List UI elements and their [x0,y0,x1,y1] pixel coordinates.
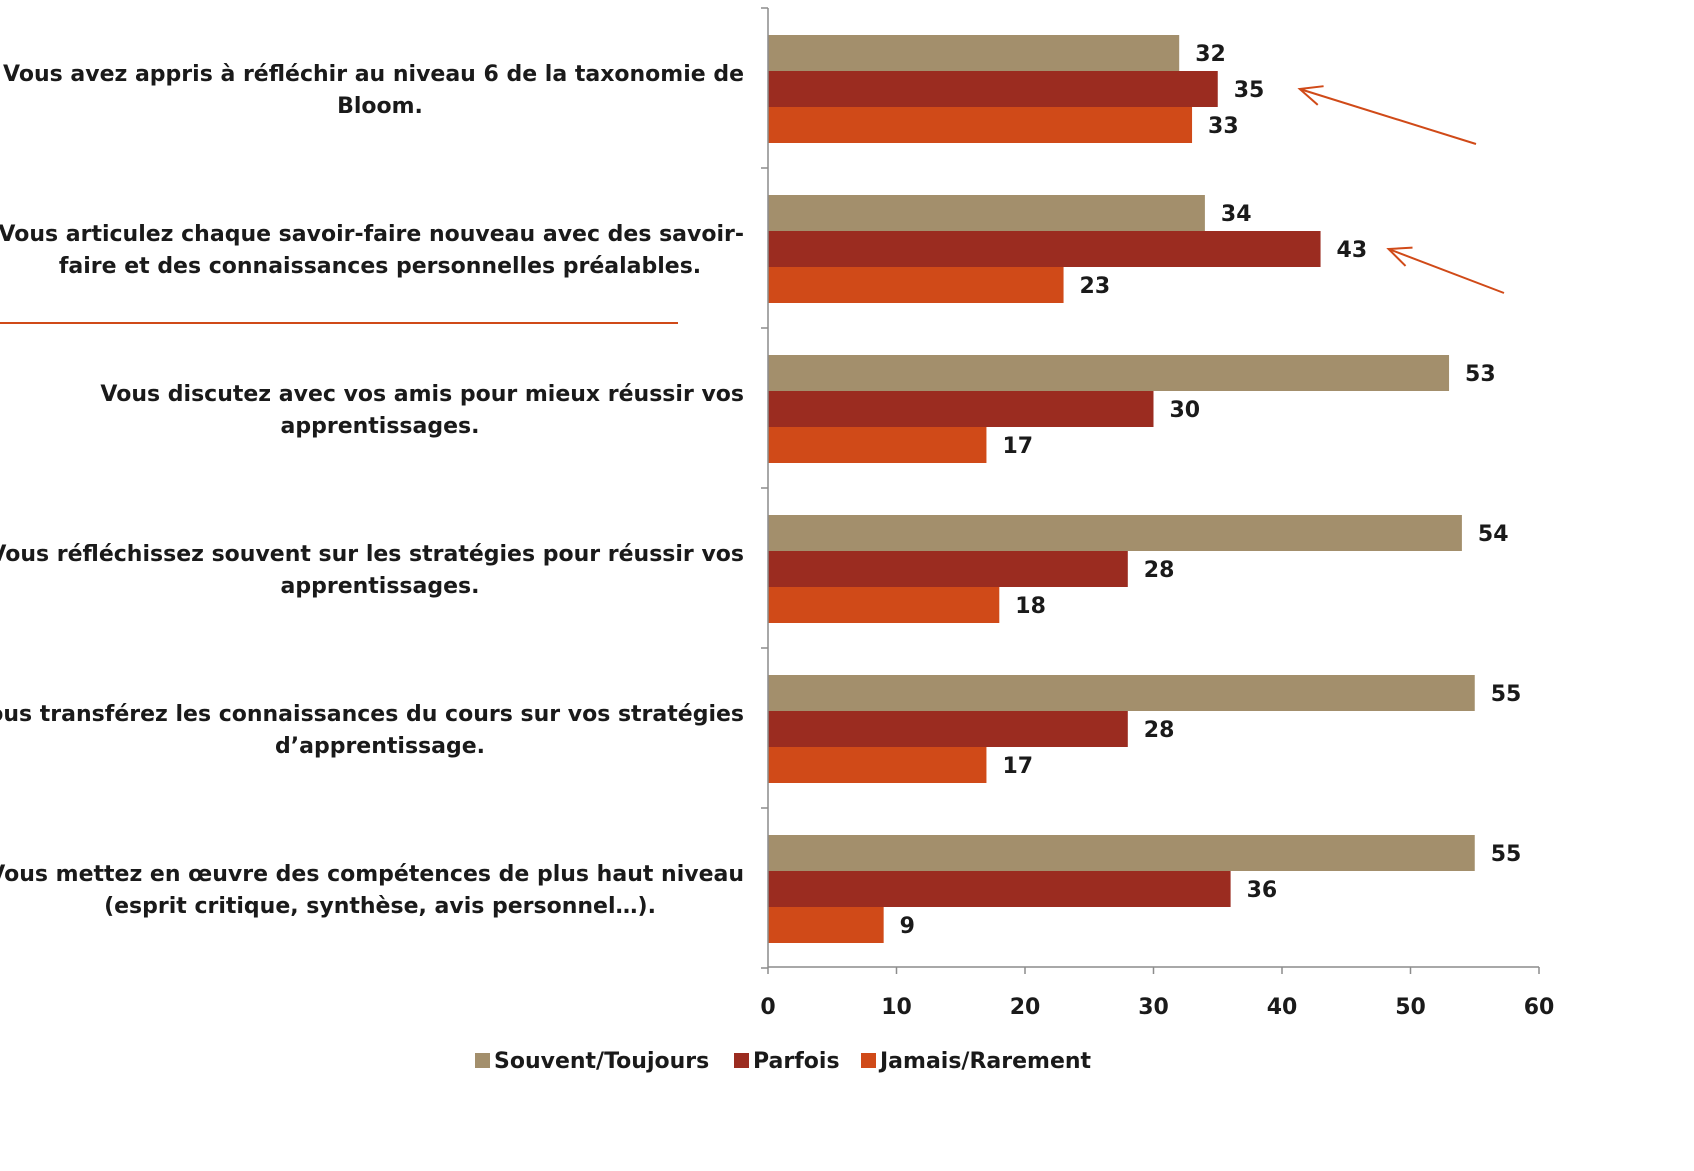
category-label: d’apprentissage. [275,734,485,759]
bar-1-jamais-rarement [768,107,1193,143]
x-tick-label: 60 [1524,995,1555,1020]
arrow-head [1386,246,1413,267]
legend-entry: Jamais/Rarement [878,1049,1092,1074]
category-label: Vous mettez en œuvre des compétences de … [0,862,744,887]
data-label: 17 [1002,434,1033,459]
annotation-arrow [1297,85,1477,145]
legend-entry: Parfois [753,1049,840,1074]
category-label: faire et des connaissances personnelles … [59,254,701,279]
data-label: 23 [1080,274,1111,299]
bar-3-souvent-toujours [768,355,1450,391]
data-label: 28 [1144,558,1175,583]
bar-4-souvent-toujours [768,515,1462,551]
data-label: 33 [1208,114,1239,139]
data-label: 54 [1478,522,1509,547]
category-label: Vous avez appris à réfléchir au niveau 6… [3,62,744,87]
data-label: 36 [1247,878,1278,903]
x-tick-label: 0 [760,995,775,1020]
category-label: Vous transférez les connaissances du cou… [0,702,744,727]
category-label: (esprit critique, synthèse, avis personn… [104,894,656,919]
x-tick-label: 10 [881,995,912,1020]
annotation-arrow [1386,246,1505,294]
data-label: 9 [900,914,915,939]
data-label: 53 [1465,362,1496,387]
bar-5-parfois [768,711,1128,747]
data-label: 55 [1491,842,1522,867]
legend-swatch [475,1053,490,1068]
category-label: Vous discutez avec vos amis pour mieux r… [100,382,744,407]
x-tick-label: 50 [1395,995,1426,1020]
category-label: apprentissages. [281,574,480,599]
category-label: Bloom. [337,94,423,119]
bar-2-souvent-toujours [768,195,1205,231]
data-label: 34 [1221,202,1252,227]
data-label: 28 [1144,718,1175,743]
bar-1-parfois [768,71,1218,107]
arrow-shaft [1299,88,1477,145]
arrow-shaft [1388,248,1505,294]
data-label: 43 [1337,238,1368,263]
bar-4-jamais-rarement [768,587,1000,623]
bar-3-parfois [768,391,1154,427]
data-label: 55 [1491,682,1522,707]
bar-6-jamais-rarement [768,907,884,943]
category-label: apprentissages. [281,414,480,439]
data-label: 35 [1234,78,1265,103]
data-label: 30 [1170,398,1201,423]
data-label: 18 [1015,594,1046,619]
bar-6-parfois [768,871,1231,907]
bar-6-souvent-toujours [768,835,1475,871]
category-label: Vous réfléchissez souvent sur les straté… [0,542,744,567]
x-tick-label: 20 [1010,995,1041,1020]
bar-1-souvent-toujours [768,35,1180,71]
data-label: 17 [1002,754,1033,779]
bar-2-parfois [768,231,1321,267]
x-tick-label: 40 [1267,995,1298,1020]
arrow-head [1297,85,1324,106]
category-label: Vous articulez chaque savoir-faire nouve… [0,222,744,247]
bar-2-jamais-rarement [768,267,1064,303]
legend-entry: Souvent/Toujours [494,1049,709,1074]
bar-3-jamais-rarement [768,427,987,463]
bar-5-jamais-rarement [768,747,987,783]
legend-swatch [734,1053,749,1068]
bar-4-parfois [768,551,1128,587]
legend-swatch [861,1053,876,1068]
bar-5-souvent-toujours [768,675,1475,711]
data-label: 32 [1195,42,1226,67]
x-tick-label: 30 [1138,995,1169,1020]
